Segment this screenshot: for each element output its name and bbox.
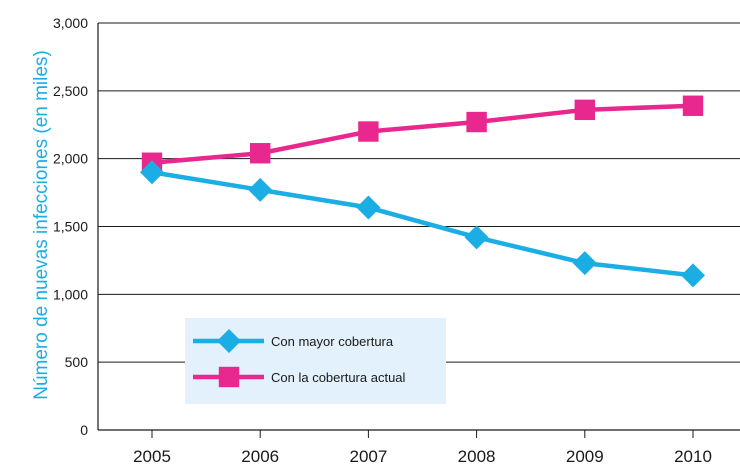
- x-tick-label: 2010: [674, 447, 712, 466]
- x-tick-label: 2006: [241, 447, 279, 466]
- data-point: [250, 143, 271, 164]
- data-point: [681, 263, 705, 288]
- data-point: [466, 111, 487, 133]
- legend-label: Con mayor cobertura: [271, 334, 394, 349]
- series-line: [151, 170, 694, 278]
- x-axis-ticks: 2005 2006 2007 2008 2009 2010: [133, 430, 712, 466]
- x-tick-label: 2005: [133, 447, 171, 466]
- data-point: [682, 95, 704, 116]
- x-tick-label: 2007: [349, 447, 387, 466]
- data-point: [356, 195, 381, 220]
- legend-label: Con la cobertura actual: [271, 370, 406, 385]
- legend-marker: [217, 329, 241, 353]
- y-tick-label: 500: [65, 354, 89, 370]
- legend-background: [185, 318, 446, 404]
- x-tick-label: 2009: [566, 447, 604, 466]
- data-point: [140, 160, 164, 185]
- y-tick-label: 1,500: [53, 219, 88, 235]
- data-point: [248, 177, 273, 202]
- y-tick-label: 3,000: [53, 15, 88, 31]
- y-axis-label: Número de nuevas infecciones (en miles): [31, 50, 52, 400]
- legend-item-con-la-cobertura-actual: Con la cobertura actual: [193, 366, 406, 388]
- legend-item-con-mayor-cobertura: Con mayor cobertura: [193, 329, 394, 353]
- data-point: [574, 99, 595, 121]
- series-con-la-cobertura-actual: [141, 95, 704, 173]
- y-tick-label: 2,500: [53, 83, 88, 99]
- legend-marker: [218, 366, 240, 388]
- y-tick-label: 0: [80, 422, 88, 438]
- legend: Con mayor cobertura Con la cobertura act…: [185, 318, 446, 404]
- data-point: [358, 121, 379, 142]
- data-point: [572, 251, 597, 276]
- x-tick-label: 2008: [458, 447, 496, 466]
- series-line: [151, 103, 694, 165]
- y-tick-label: 2,000: [53, 151, 88, 167]
- series-layer: [140, 95, 705, 288]
- series-con-mayor-cobertura: [140, 160, 705, 288]
- y-axis-ticks: 0 500 1,000 1,500 2,000 2,500 3,000: [53, 15, 740, 438]
- y-tick-label: 1,000: [53, 286, 88, 302]
- data-point: [464, 225, 489, 250]
